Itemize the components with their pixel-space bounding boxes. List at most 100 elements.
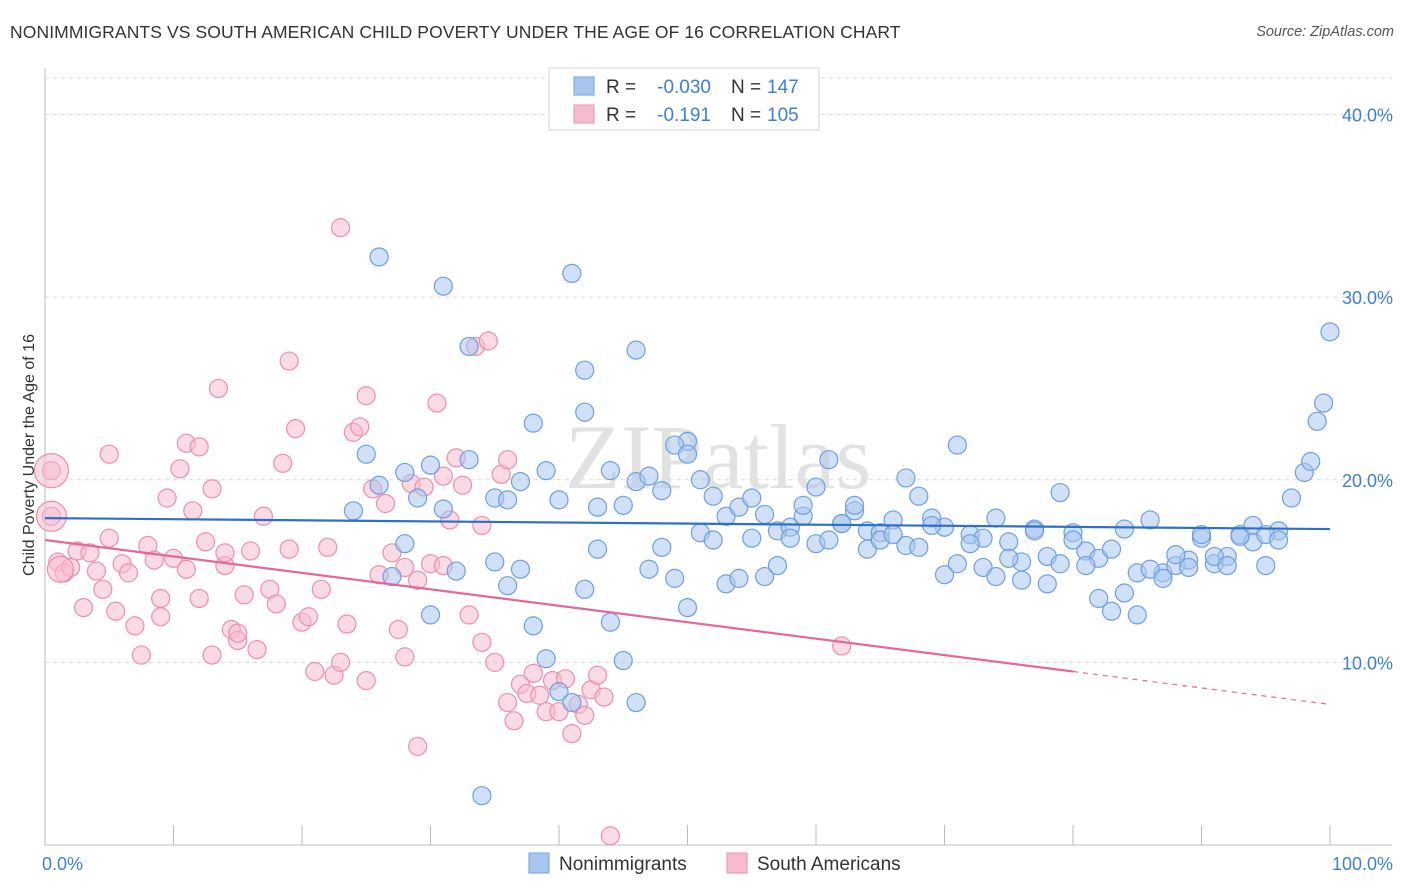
nonimmigrants-point — [1114, 583, 1135, 603]
nonimmigrants-point — [408, 488, 428, 508]
south-americans-point — [594, 687, 614, 707]
south-americans-point — [318, 537, 338, 557]
nonimmigrants-point — [1024, 521, 1045, 541]
nonimmigrants-point — [369, 247, 389, 267]
nonimmigrants-point — [1127, 605, 1147, 625]
south-americans-point — [80, 543, 100, 563]
south-americans-point — [189, 588, 209, 609]
y-axis-label: Child Poverty Under the Age of 16 — [21, 334, 38, 576]
legend-r-label: R = — [606, 105, 636, 126]
nonimmigrants-point — [986, 566, 1006, 587]
south-americans-point — [285, 419, 306, 439]
trend-lines — [44, 517, 1331, 705]
south-americans-point — [247, 639, 267, 660]
series-legend-label: South Americans — [757, 854, 901, 875]
nonimmigrants-point — [960, 534, 980, 554]
south-americans-point — [330, 218, 351, 238]
legend-swatch — [573, 76, 595, 96]
legend-n-value: 105 — [767, 105, 799, 126]
nonimmigrants-point — [742, 528, 762, 548]
x-tick-label-max: 100.0% — [1332, 854, 1393, 874]
nonimmigrants-trend-line — [44, 517, 1331, 531]
series-legend-swatch — [726, 852, 748, 874]
south-americans-point — [485, 652, 505, 672]
nonimmigrants-point — [1166, 545, 1186, 565]
series-legend-swatch — [528, 852, 550, 874]
nonimmigrants-point — [575, 402, 595, 422]
nonimmigrants-point — [1011, 570, 1032, 590]
south-americans-point — [196, 532, 216, 552]
chart-title: NONIMMIGRANTS VS SOUTH AMERICAN CHILD PO… — [10, 22, 901, 42]
series-legend: Nonimmigrants South Americans — [528, 852, 901, 875]
south-americans-point — [427, 393, 447, 413]
series-legend-label: Nonimmigrants — [559, 854, 687, 875]
source-label: Source: ZipAtlas.com — [1256, 24, 1394, 40]
south-americans-point — [453, 475, 473, 495]
nonimmigrants-point — [934, 565, 955, 585]
nonimmigrants-point — [639, 466, 659, 486]
south-americans-point — [498, 692, 518, 713]
south-americans-trend-line — [44, 538, 1074, 673]
south-americans-trend-extension — [1072, 670, 1331, 705]
nonimmigrants-point — [742, 488, 762, 508]
nonimmigrants-point — [562, 263, 582, 284]
south-americans-point — [106, 601, 126, 621]
nonimmigrants-point — [536, 461, 556, 481]
south-americans-point — [504, 711, 524, 731]
south-americans-point — [253, 506, 274, 526]
south-americans-point — [33, 453, 70, 489]
nonimmigrants-point — [446, 561, 466, 581]
south-americans-point — [311, 579, 331, 599]
legend-n-label: N = — [731, 105, 761, 126]
south-americans-point — [46, 555, 75, 583]
y-tick-label: 20.0% — [1342, 471, 1393, 491]
south-americans-point — [523, 663, 543, 683]
y-tick-label: 40.0% — [1342, 106, 1393, 126]
nonimmigrants-point — [909, 537, 929, 557]
south-americans-point — [530, 685, 550, 705]
south-americans-point — [86, 561, 107, 581]
nonimmigrants-point — [343, 501, 363, 521]
nonimmigrants-point — [459, 336, 479, 357]
south-americans-point — [350, 417, 370, 437]
south-americans-point — [125, 616, 145, 636]
nonimmigrants-point — [523, 616, 543, 636]
south-americans-point — [202, 645, 222, 665]
nonimmigrants-point — [433, 499, 453, 519]
south-americans-point — [73, 597, 94, 618]
south-americans-point — [215, 543, 235, 563]
nonimmigrants-point — [754, 504, 775, 525]
x-tick-label-min: 0.0% — [42, 854, 83, 874]
nonimmigrants-point — [549, 681, 569, 702]
nonimmigrants-point — [677, 597, 698, 618]
south-americans-point — [151, 607, 171, 627]
nonimmigrants-point — [1307, 411, 1327, 431]
nonimmigrants-point — [523, 413, 543, 433]
south-americans-point — [35, 500, 68, 532]
south-americans-point — [228, 623, 248, 643]
south-americans-point — [356, 386, 376, 406]
nonimmigrants-point — [703, 486, 723, 506]
nonimmigrants-point — [613, 495, 633, 515]
legend-r-value: -0.030 — [657, 77, 711, 98]
south-americans-point — [375, 493, 396, 514]
nonimmigrants-point — [1076, 555, 1096, 576]
nonimmigrants-point — [703, 530, 723, 550]
nonimmigrants-point — [395, 534, 415, 554]
y-tick-label: 10.0% — [1342, 653, 1393, 673]
nonimmigrants-point — [1050, 482, 1070, 503]
south-americans-point — [472, 515, 492, 536]
nonimmigrants-point — [639, 559, 659, 579]
nonimmigrants-point — [1089, 588, 1109, 609]
south-americans-point — [408, 570, 428, 590]
south-americans-point — [395, 647, 415, 667]
nonimmigrants-point — [536, 649, 556, 669]
nonimmigrants-point — [677, 444, 698, 464]
south-americans-point — [575, 705, 595, 725]
south-americans-point — [330, 652, 351, 672]
nonimmigrants-point — [420, 605, 441, 625]
south-americans-point — [99, 528, 119, 548]
south-americans-point — [208, 378, 229, 399]
tick-labels: 10.0% 20.0% 30.0% 40.0% 0.0% 100.0% — [42, 106, 1393, 874]
